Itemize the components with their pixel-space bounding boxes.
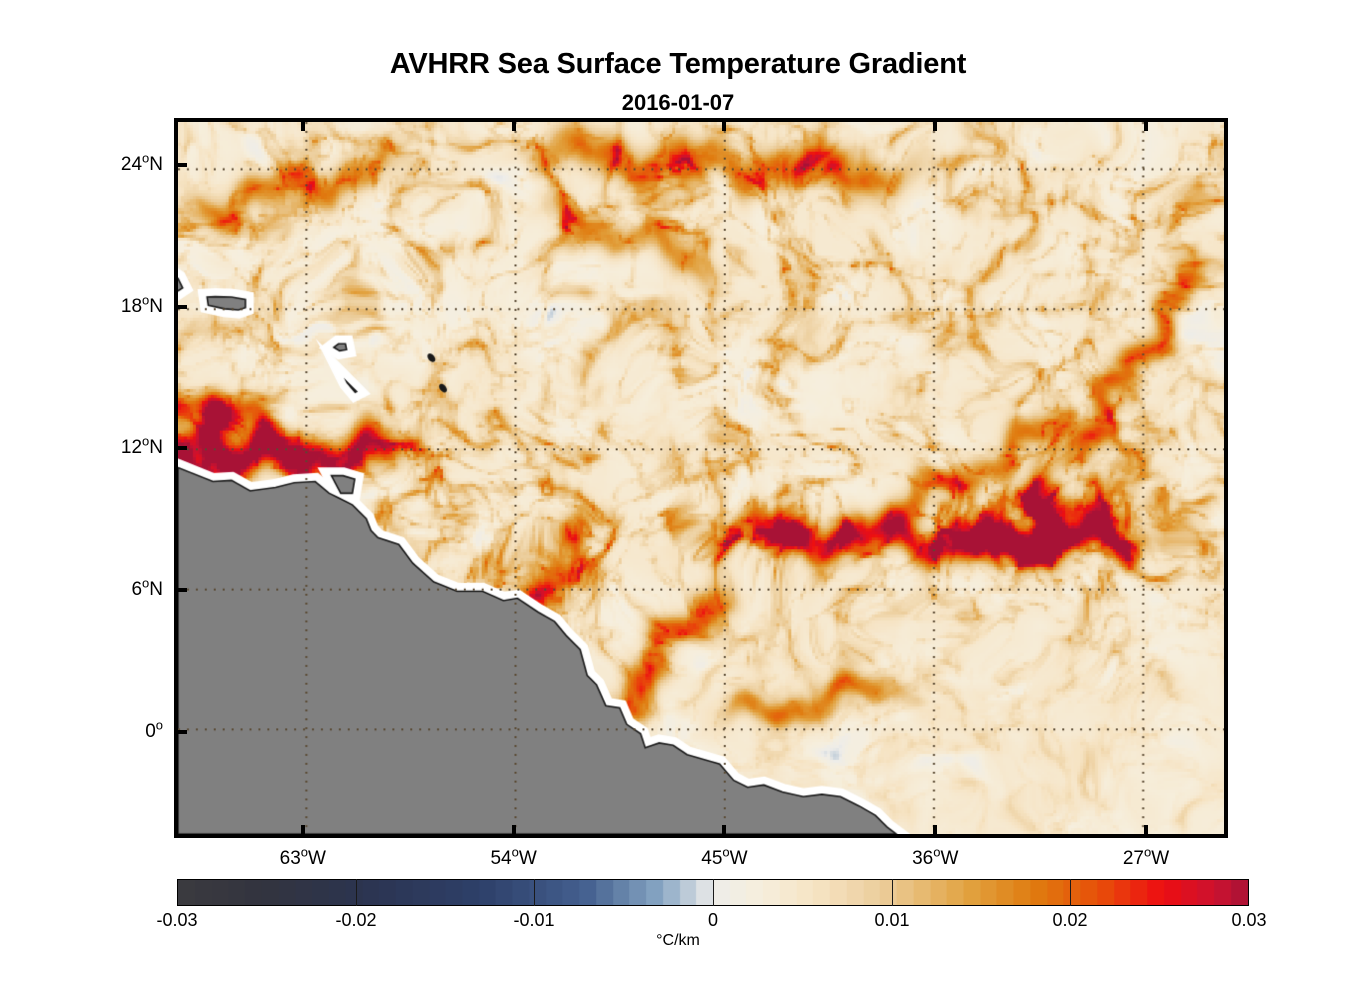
colorbar-unit-label: °C/km	[656, 932, 700, 949]
colorbar-label-0.02: 0.02	[1052, 910, 1088, 930]
page-title: AVHRR Sea Surface Temperature Gradient	[389, 48, 967, 80]
x-tick-mark-top-36	[933, 118, 938, 131]
colorbar-label--0.01: -0.01	[513, 910, 555, 930]
y-tick-mark-12	[174, 446, 187, 451]
sst-gradient-heatmap	[178, 122, 1224, 834]
colorbar-tick--0.02	[356, 879, 357, 906]
x-tick-mark-top-63	[300, 118, 305, 131]
x-tick-mark-36	[933, 825, 938, 838]
figure-subtitle: 2016-01-07	[621, 90, 735, 115]
y-tick-mark-18	[174, 304, 187, 309]
x-tick-label-27W: 27oW	[1122, 844, 1170, 869]
colorbar-label-0.01: 0.01	[874, 910, 910, 930]
x-tick-label-54W: 54oW	[490, 844, 537, 869]
x-tick-mark-54	[511, 825, 516, 838]
y-tick-mark-24	[174, 163, 187, 168]
colorbar-label-0.03: 0.03	[1231, 910, 1267, 930]
colorbar-tick-0	[713, 879, 714, 906]
y-tick-label-12N: 12oN	[120, 434, 163, 459]
y-tick-mark-6	[174, 588, 187, 593]
colorbar-tick--0.01	[534, 879, 535, 906]
y-tick-label-24N: 24oN	[120, 150, 163, 176]
x-tick-mark-top-27	[1144, 118, 1149, 131]
colorbar-label-0: 0	[707, 910, 719, 930]
map-axes[interactable]	[174, 118, 1228, 838]
x-tick-label-45W: 45oW	[701, 844, 748, 869]
colorbar-label--0.02: -0.02	[335, 910, 377, 930]
x-tick-label-63W: 63oW	[279, 844, 326, 869]
y-tick-mark-0	[174, 729, 187, 734]
colorbar-tick-0.02	[1070, 879, 1071, 906]
y-tick-label-6N: 6oN	[131, 575, 163, 601]
x-tick-mark-top-45	[722, 118, 727, 131]
x-tick-mark-27	[1144, 825, 1149, 838]
x-tick-label-36W: 36oW	[912, 844, 959, 869]
y-tick-label-18N: 18oN	[120, 292, 163, 317]
colorbar-label--0.03: -0.03	[156, 910, 198, 930]
x-tick-mark-63	[300, 825, 305, 838]
y-tick-label-0: 0o	[145, 717, 163, 742]
x-tick-mark-45	[722, 825, 727, 838]
colorbar-tick-0.01	[892, 879, 893, 906]
x-tick-mark-top-54	[511, 118, 516, 131]
